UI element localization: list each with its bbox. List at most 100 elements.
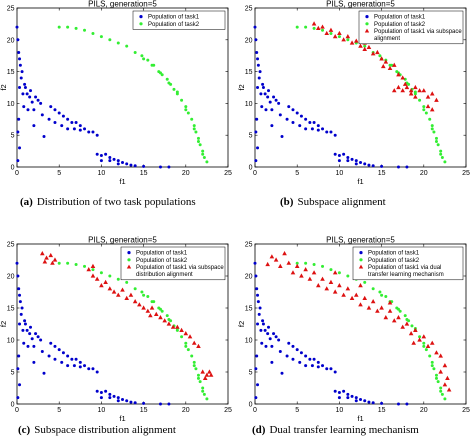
data-point	[166, 314, 169, 317]
data-point	[359, 398, 362, 401]
data-point	[286, 118, 289, 121]
data-point	[23, 319, 26, 322]
data-point	[346, 159, 349, 162]
data-point	[146, 295, 149, 298]
x-tick-label: 10	[98, 170, 106, 177]
data-point	[141, 305, 146, 309]
data-point	[256, 86, 259, 89]
data-point	[96, 153, 99, 156]
data-point	[380, 402, 383, 405]
data-point	[167, 166, 170, 169]
data-point	[346, 396, 349, 399]
data-point	[200, 369, 205, 373]
data-point	[66, 355, 69, 358]
data-point	[60, 124, 63, 127]
data-point	[32, 361, 35, 364]
data-point	[277, 102, 280, 105]
data-point	[201, 150, 204, 153]
data-point	[261, 83, 264, 86]
data-point	[378, 291, 381, 294]
data-point	[83, 29, 86, 32]
data-point	[333, 270, 338, 274]
data-point	[197, 140, 200, 143]
x-tick-label: 15	[140, 407, 148, 414]
data-point	[199, 143, 202, 146]
data-point	[17, 51, 20, 54]
data-point	[388, 309, 393, 313]
data-point	[91, 264, 96, 268]
data-point	[83, 265, 86, 268]
data-point	[194, 367, 197, 370]
data-point	[96, 390, 99, 393]
data-point	[175, 325, 180, 329]
data-point	[363, 399, 366, 402]
x-tick-label: 10	[336, 407, 344, 414]
data-point	[125, 162, 128, 165]
data-point	[443, 160, 446, 163]
data-point	[334, 371, 337, 374]
data-point	[62, 351, 65, 354]
data-point	[428, 118, 431, 121]
data-point	[17, 355, 20, 358]
data-point	[150, 305, 155, 309]
legend-entry: Population of task2	[148, 22, 200, 28]
legend: Population of task1Population of task2Po…	[359, 11, 463, 44]
data-point	[16, 396, 19, 399]
x-tick-label: 15	[378, 407, 386, 414]
x-tick-label: 0	[253, 407, 257, 414]
data-point	[184, 105, 187, 108]
data-point	[58, 26, 61, 29]
data-point	[432, 367, 435, 370]
data-point	[317, 124, 320, 127]
data-point	[316, 26, 321, 30]
data-point	[358, 44, 363, 48]
data-point	[21, 307, 24, 310]
data-point	[108, 156, 111, 159]
data-point	[317, 129, 320, 132]
y-tick-label: 10	[7, 101, 15, 108]
data-point	[86, 267, 91, 271]
data-point	[422, 342, 425, 345]
y-tick-label: 0	[249, 165, 253, 172]
data-point	[437, 380, 440, 383]
x-tick-label: 20	[182, 170, 190, 177]
data-point	[117, 396, 120, 399]
data-point	[346, 34, 351, 38]
data-point	[431, 361, 434, 364]
data-point	[201, 390, 204, 393]
data-point	[193, 124, 196, 127]
data-point	[346, 156, 349, 159]
data-point	[324, 286, 329, 290]
legend-marker	[139, 15, 142, 18]
data-point	[329, 131, 332, 134]
data-point	[91, 32, 94, 35]
data-point	[256, 383, 259, 386]
data-point	[146, 309, 151, 313]
data-point	[108, 275, 111, 278]
data-point	[363, 162, 366, 165]
y-tick-label: 10	[7, 338, 15, 345]
data-point	[108, 396, 111, 399]
data-point	[197, 137, 200, 140]
data-point	[264, 92, 267, 95]
data-point	[304, 364, 307, 367]
data-point	[73, 127, 76, 130]
plot-title: PILS, generation=5	[88, 236, 157, 245]
data-point	[108, 159, 111, 162]
data-point	[316, 283, 321, 287]
data-point	[422, 334, 427, 338]
data-point	[43, 259, 48, 263]
data-point	[255, 355, 258, 358]
data-point	[96, 371, 99, 374]
data-point	[172, 88, 175, 91]
data-point	[176, 90, 179, 93]
series-1	[16, 262, 171, 406]
data-point	[337, 31, 342, 35]
x-axis-label: f1	[119, 414, 125, 423]
x-tick-label: 0	[15, 407, 19, 414]
data-point	[113, 395, 116, 398]
data-point	[267, 89, 270, 92]
y-axis-label: f2	[237, 321, 246, 327]
data-point	[430, 91, 435, 95]
